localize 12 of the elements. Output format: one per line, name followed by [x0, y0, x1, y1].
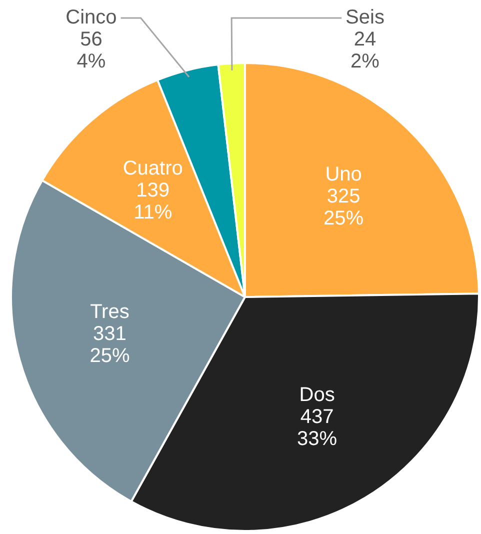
data-label: 56 4%	[76, 28, 106, 73]
slice-label: Tres	[90, 301, 130, 324]
data-label: 331 25%	[90, 323, 130, 368]
data-label: 24 2%	[350, 28, 380, 73]
slice-label: Cinco	[66, 6, 117, 29]
slice-label: Uno	[325, 164, 362, 186]
data-label: 139 11%	[134, 180, 172, 224]
data-label: 437 33%	[297, 406, 338, 450]
data-label: 325 25%	[324, 186, 364, 230]
slice-label: Cuatro	[122, 158, 183, 180]
slice-label: Seis	[346, 6, 384, 29]
slice-label: Dos	[299, 384, 335, 406]
